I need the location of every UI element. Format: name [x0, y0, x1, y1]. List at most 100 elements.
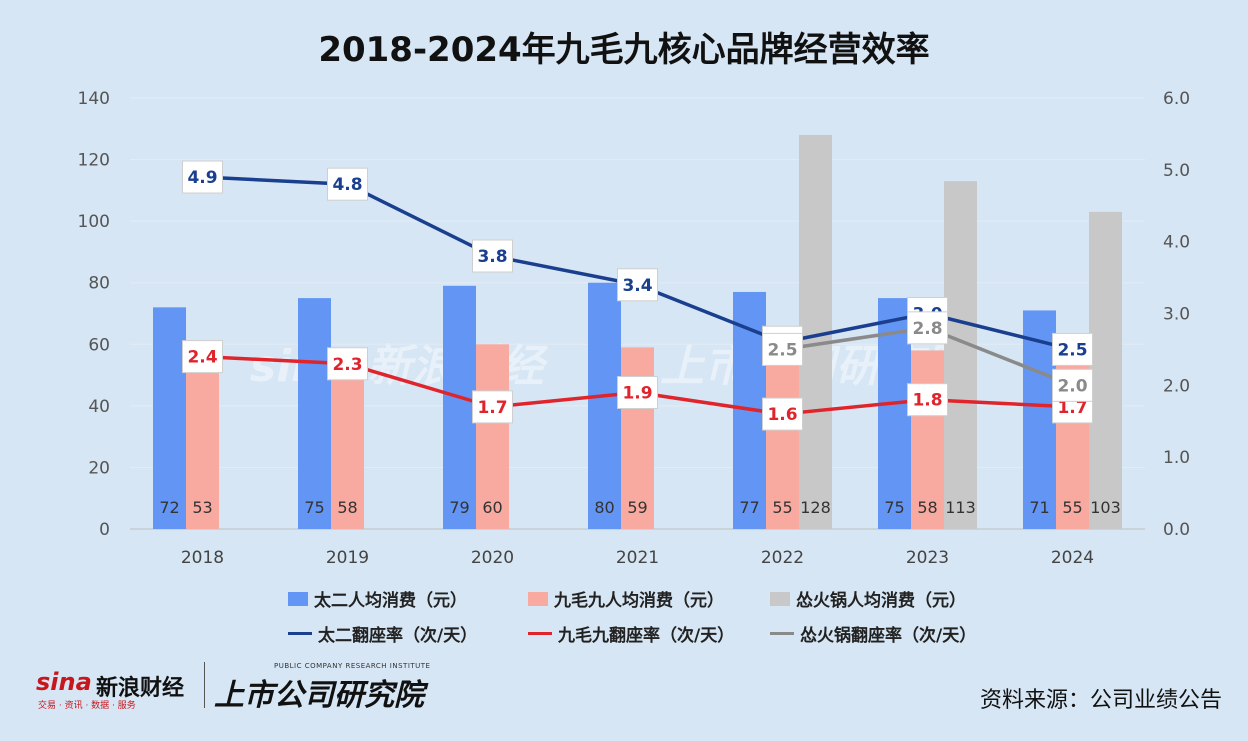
legend-label: 太二人均消费（元） — [314, 591, 467, 611]
y-left-tick: 20 — [88, 458, 110, 478]
y-right-tick: 0.0 — [1163, 520, 1190, 540]
bar — [1089, 211, 1122, 529]
bar-labels: 72 53 75 58 79 60 80 59 77 55 128 75 58 113 71 55 103 — [159, 498, 1120, 517]
bar-value-label: 59 — [627, 498, 647, 517]
line-value-label: 4.8 — [332, 175, 362, 195]
line-value-label: 2.5 — [767, 340, 797, 360]
legend-swatch — [528, 591, 548, 606]
line-value-label: 2.4 — [187, 348, 217, 368]
right-axis: 0.0 1.0 2.0 3.0 4.0 5.0 6.0 — [1163, 89, 1190, 540]
bar-value-label: 58 — [337, 498, 357, 517]
institute-logo: PUBLIC COMPANY RESEARCH INSTITUTE 上市公司研究… — [214, 660, 444, 713]
line-value-label: 1.6 — [767, 405, 797, 425]
line-value-label: 3.8 — [477, 247, 507, 267]
x-axis: 2018 2019 2020 2021 2022 2023 2024 — [181, 548, 1094, 568]
line-label-box — [762, 397, 803, 431]
sina-name: 新浪财经 — [96, 676, 185, 701]
line-label-box — [327, 167, 368, 201]
legend-line — [288, 632, 312, 635]
institute-cn: 上市公司研究院 — [214, 678, 424, 713]
legend-label: 怂火锅人均消费（元） — [796, 591, 966, 611]
y-left-tick: 40 — [88, 397, 110, 417]
line-value-label: 2.0 — [1057, 376, 1087, 396]
sina-tagline: 交易 · 资讯 · 数据 · 服务 — [38, 701, 136, 711]
bar-value-label: 55 — [1062, 498, 1082, 517]
line-label-box — [907, 311, 948, 345]
x-tick: 2019 — [326, 548, 369, 568]
legend-label: 太二翻座率（次/天） — [318, 626, 478, 646]
bar-value-label: 80 — [594, 498, 614, 517]
bar — [911, 350, 944, 529]
bar — [944, 181, 977, 529]
y-right-tick: 4.0 — [1163, 233, 1190, 253]
y-left-tick: 60 — [88, 335, 110, 355]
line-label-box — [1052, 368, 1093, 402]
line-label-box — [907, 383, 948, 417]
legend-label: 怂火锅翻座率（次/天） — [800, 626, 977, 646]
bar — [476, 344, 509, 529]
line-label-box — [1052, 332, 1093, 366]
legend-swatch — [770, 591, 790, 606]
x-tick: 2022 — [761, 548, 804, 568]
legend-line — [770, 632, 794, 635]
source-note: 资料来源：公司业绩公告 — [979, 688, 1222, 713]
left-axis: 0 20 40 60 80 100 120 140 — [78, 89, 110, 540]
line-label-box — [472, 239, 513, 273]
bar-value-label: 53 — [192, 498, 212, 517]
legend-jiumaojiu-spend: 九毛九人均消费（元） — [528, 586, 724, 611]
x-tick: 2023 — [906, 548, 949, 568]
line-labels: 4.94.83.83.42.63.02.52.42.31.71.91.61.81… — [182, 160, 1093, 431]
line-value-label: 4.9 — [187, 168, 217, 188]
legend-swatch — [288, 591, 308, 606]
bar-value-label: 79 — [449, 498, 469, 517]
y-right-tick: 5.0 — [1163, 161, 1190, 181]
y-left-tick: 120 — [78, 151, 110, 171]
line-value-label: 1.8 — [912, 391, 942, 411]
sina-mark: sina — [36, 668, 92, 696]
line-value-label: 1.7 — [477, 398, 507, 418]
bar — [1023, 310, 1056, 529]
bar — [878, 298, 911, 529]
bar-value-label: 128 — [800, 498, 831, 517]
bar-value-label: 72 — [159, 498, 179, 517]
line-label-box — [182, 340, 223, 374]
line-label-box — [762, 332, 803, 366]
bar — [186, 365, 219, 529]
bar-value-label: 55 — [772, 498, 792, 517]
sina-finance-logo: sina 新浪财经 交易 · 资讯 · 数据 · 服务 — [36, 664, 216, 711]
y-left-tick: 80 — [88, 274, 110, 294]
bars — [153, 134, 1122, 529]
y-left-tick: 0 — [99, 520, 110, 540]
y-right-tick: 2.0 — [1163, 376, 1190, 396]
bar-value-label: 113 — [945, 498, 976, 517]
line-value-label: 2.8 — [912, 319, 942, 339]
bar-value-label: 71 — [1029, 498, 1049, 517]
line-label-box — [617, 376, 658, 410]
bar — [443, 285, 476, 529]
line-value-label: 1.9 — [622, 384, 652, 404]
legend-song-turnover: 怂火锅翻座率（次/天） — [770, 621, 976, 646]
line-label-box — [617, 268, 658, 302]
x-tick: 2018 — [181, 548, 224, 568]
chart-title: 2018-2024年九毛九核心品牌经营效率 — [318, 30, 930, 70]
bar — [766, 359, 799, 529]
line-value-label: 3.4 — [622, 276, 652, 296]
x-tick: 2020 — [471, 548, 514, 568]
institute-en: PUBLIC COMPANY RESEARCH INSTITUTE — [274, 662, 431, 670]
x-tick: 2024 — [1051, 548, 1094, 568]
bar-value-label: 75 — [304, 498, 324, 517]
x-tick: 2021 — [616, 548, 659, 568]
bar-value-label: 77 — [739, 498, 759, 517]
y-left-tick: 100 — [78, 212, 110, 232]
bar-value-label: 75 — [884, 498, 904, 517]
y-right-tick: 6.0 — [1163, 89, 1190, 109]
legend-jiumaojiu-turnover: 九毛九翻座率（次/天） — [528, 621, 734, 646]
bar-value-label: 58 — [917, 498, 937, 517]
bar — [153, 307, 186, 529]
y-left-tick: 140 — [78, 89, 110, 109]
legend-taier-turnover: 太二翻座率（次/天） — [288, 621, 477, 646]
legend-label: 九毛九翻座率（次/天） — [558, 626, 735, 646]
legend-song-spend: 怂火锅人均消费（元） — [770, 586, 966, 611]
bar — [298, 298, 331, 529]
